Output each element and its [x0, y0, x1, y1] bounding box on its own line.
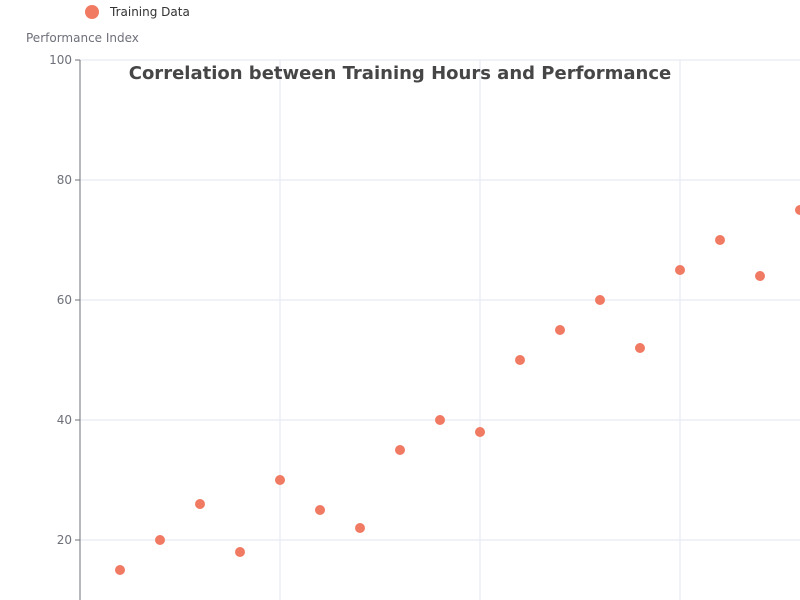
- chart-title: Correlation between Training Hours and P…: [129, 63, 672, 84]
- y-tick-label-80: 80: [57, 173, 72, 187]
- y-axis-label: Performance Index: [26, 31, 139, 45]
- data-point[interactable]: [355, 523, 365, 533]
- legend[interactable]: Training Data: [85, 5, 190, 19]
- y-tick-labels: 20 40 60 80 100: [49, 53, 72, 547]
- data-point[interactable]: [715, 235, 725, 245]
- grid-layer: [75, 59, 800, 600]
- data-point[interactable]: [155, 535, 165, 545]
- y-tick-label-20: 20: [57, 533, 72, 547]
- data-point[interactable]: [635, 343, 645, 353]
- data-point[interactable]: [675, 265, 685, 275]
- data-points: [115, 205, 800, 575]
- y-tick-label-100: 100: [49, 53, 72, 67]
- data-point[interactable]: [395, 445, 405, 455]
- data-point[interactable]: [195, 499, 205, 509]
- data-point[interactable]: [515, 355, 525, 365]
- data-point[interactable]: [115, 565, 125, 575]
- data-point[interactable]: [475, 427, 485, 437]
- data-point[interactable]: [435, 415, 445, 425]
- data-point[interactable]: [755, 271, 765, 281]
- legend-marker: [85, 5, 99, 19]
- data-point[interactable]: [795, 205, 800, 215]
- data-point[interactable]: [595, 295, 605, 305]
- y-tick-label-40: 40: [57, 413, 72, 427]
- y-tick-label-60: 60: [57, 293, 72, 307]
- data-point[interactable]: [235, 547, 245, 557]
- data-point[interactable]: [275, 475, 285, 485]
- data-point[interactable]: [555, 325, 565, 335]
- legend-label-training-data: Training Data: [109, 5, 190, 19]
- data-point[interactable]: [315, 505, 325, 515]
